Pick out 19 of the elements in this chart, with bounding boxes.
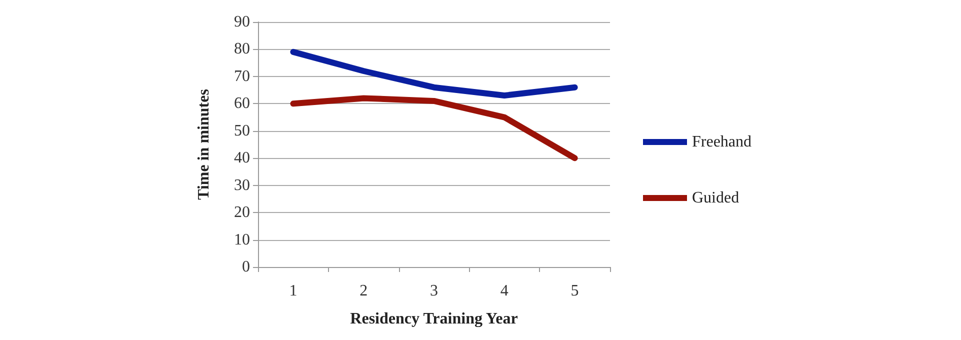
y-tick-label: 80 [234,40,250,58]
x-tick-label: 5 [570,282,579,300]
x-tick-label: 3 [430,282,438,300]
y-tick-label: 0 [242,258,250,276]
x-tick-label: 1 [289,282,298,300]
y-tick-label: 60 [234,95,250,112]
legend-label: Guided [692,190,740,206]
y-tick-label: 10 [234,231,250,248]
y-tick-label: 30 [234,176,250,194]
x-axis-title: Residency Training Year [350,310,518,328]
y-axis-title: Time in minutes [196,89,212,200]
x-tick-label: 2 [360,282,368,300]
x-tick-label: 4 [500,282,508,300]
y-tick-label: 40 [234,150,250,167]
y-tick-label: 70 [234,68,250,85]
legend-label: Freehand [692,134,752,150]
y-tick-label: 20 [234,204,250,222]
y-tick-label: 90 [234,14,250,30]
y-tick-label: 50 [234,122,250,140]
